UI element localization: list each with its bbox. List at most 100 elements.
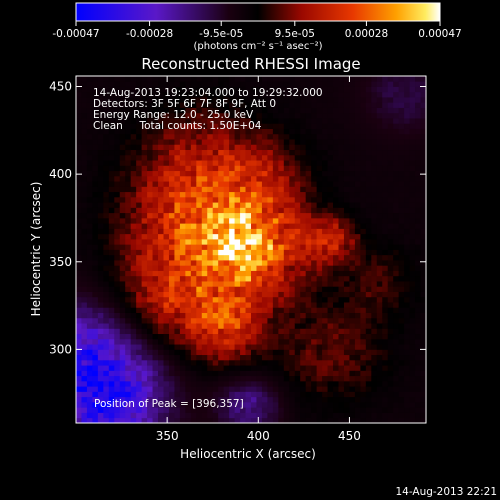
heatmap-cell: [398, 207, 405, 214]
heatmap-cell: [398, 76, 405, 82]
heatmap-cell: [141, 175, 148, 182]
heatmap-cell: [387, 407, 394, 413]
heatmap-cell: [229, 244, 235, 250]
heatmap-cell: [152, 249, 159, 256]
heatmap-cell: [278, 270, 285, 277]
heatmap-cell: [179, 354, 186, 361]
heatmap-cell: [251, 323, 257, 329]
heatmap-cell: [229, 86, 235, 93]
heatmap-cell: [240, 328, 246, 335]
heatmap-cell: [382, 175, 389, 182]
heatmap-cell: [415, 286, 421, 292]
heatmap-cell: [119, 76, 126, 82]
y-tick-label: 350: [49, 255, 72, 269]
heatmap-cell: [300, 317, 307, 324]
heatmap-cell: [179, 323, 186, 329]
heatmap-cell: [283, 149, 290, 156]
heatmap-cell: [81, 338, 88, 345]
heatmap-cell: [92, 338, 99, 345]
heatmap-cell: [289, 154, 296, 161]
heatmap-cell: [322, 417, 328, 423]
heatmap-cell: [251, 139, 257, 145]
heatmap-cell: [338, 396, 345, 403]
heatmap-cell: [229, 317, 235, 324]
heatmap-cell: [251, 160, 257, 166]
heatmap-cell: [305, 328, 312, 335]
heatmap-cell: [343, 217, 350, 224]
heatmap-cell: [365, 196, 372, 203]
heatmap-cell: [234, 86, 241, 93]
heatmap-cell: [289, 265, 296, 271]
heatmap-cell: [207, 260, 214, 266]
heatmap-cell: [185, 270, 192, 277]
heatmap-cell: [349, 407, 356, 413]
heatmap-cell: [152, 307, 159, 313]
heatmap-cell: [349, 349, 356, 356]
heatmap-cell: [316, 317, 323, 324]
heatmap-cell: [256, 149, 263, 156]
heatmap-cell: [333, 149, 339, 156]
heatmap-cell: [294, 349, 301, 356]
heatmap-cell: [387, 365, 394, 371]
heatmap-cell: [256, 170, 263, 177]
heatmap-cell: [294, 359, 301, 366]
heatmap-cell: [97, 328, 104, 335]
heatmap-cell: [190, 97, 197, 103]
heatmap-cell: [354, 139, 361, 145]
heatmap-cell: [158, 291, 164, 298]
heatmap-cell: [305, 81, 312, 87]
heatmap-cell: [168, 102, 175, 108]
heatmap-cell: [409, 307, 416, 313]
heatmap-cell: [382, 333, 389, 340]
heatmap-cell: [354, 407, 361, 413]
heatmap-cell: [360, 97, 367, 103]
heatmap-cell: [125, 217, 132, 224]
heatmap-cell: [327, 365, 334, 371]
heatmap-cell: [92, 139, 99, 145]
heatmap-cell: [311, 260, 318, 266]
heatmap-cell: [240, 396, 246, 403]
heatmap-cell: [294, 401, 301, 408]
heatmap-cell: [343, 286, 350, 292]
heatmap-cell: [114, 118, 121, 124]
heatmap-cell: [305, 359, 312, 366]
heatmap-cell: [272, 349, 279, 356]
heatmap-cell: [158, 359, 164, 366]
heatmap-cell: [119, 312, 126, 319]
heatmap-cell: [283, 307, 290, 313]
heatmap-cell: [311, 133, 318, 140]
heatmap-cell: [256, 181, 263, 187]
heatmap-cell: [81, 417, 88, 423]
heatmap-cell: [327, 349, 334, 356]
heatmap-cell: [168, 207, 175, 214]
heatmap-cell: [365, 323, 372, 329]
heatmap-cell: [267, 76, 274, 82]
heatmap-cell: [218, 212, 225, 219]
heatmap-cell: [415, 407, 421, 413]
heatmap-cell: [387, 317, 394, 324]
heatmap-cell: [163, 118, 170, 124]
heatmap-cell: [240, 238, 246, 245]
heatmap-cell: [163, 81, 170, 87]
heatmap-cell: [130, 254, 137, 261]
heatmap-cell: [300, 401, 307, 408]
heatmap-cell: [168, 254, 175, 261]
heatmap-cell: [343, 391, 350, 398]
heatmap-cell: [409, 396, 416, 403]
heatmap-cell: [223, 207, 230, 214]
heatmap-cell: [76, 417, 82, 423]
heatmap-cell: [97, 107, 104, 114]
heatmap-cell: [158, 154, 164, 161]
heatmap-cell: [218, 302, 225, 308]
heatmap-cell: [415, 275, 421, 282]
heatmap-cell: [114, 233, 121, 240]
heatmap-cell: [382, 407, 389, 413]
heatmap-cell: [305, 181, 312, 187]
heatmap-cell: [261, 328, 268, 335]
heatmap-cell: [240, 139, 246, 145]
heatmap-cell: [229, 81, 235, 87]
heatmap-cell: [136, 391, 143, 398]
heatmap-cell: [278, 102, 285, 108]
heatmap-cell: [382, 349, 389, 356]
heatmap-cell: [409, 165, 416, 172]
